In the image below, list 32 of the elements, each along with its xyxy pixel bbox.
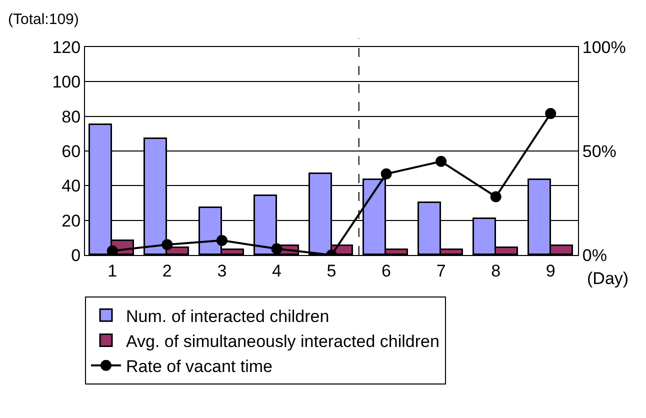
y2-tick-label: 0% [582,246,607,265]
point [106,245,118,255]
point [271,243,282,254]
point [380,168,392,180]
y2-tick-label: 100% [582,38,626,57]
legend-label: Num. of interacted children [126,306,330,326]
point [545,108,556,120]
y-tick-label: 0 [71,246,81,265]
x-tick-label: 6 [382,261,392,280]
y-tick-label: 60 [62,142,81,161]
y2-tick-label: 50% [582,142,616,161]
x-tick-label: 7 [436,261,446,280]
y-tick-label: 80 [62,107,81,126]
x-tick-label: 1 [108,261,118,280]
legend-label: Rate of vacant time [126,356,272,376]
point [162,239,173,250]
x-axis-title: (Day) [587,269,629,288]
x-tick-label: 5 [326,261,336,280]
x-tick-label: 9 [546,261,556,280]
y-tick-label: 100 [52,72,81,92]
y-axis-title: (Total:109) [8,11,79,28]
x-tick-label: 8 [491,261,501,280]
x-tick-label: 4 [272,261,282,280]
y-tick-label: 120 [52,38,81,57]
legend-label: Avg. of simultaneously interacted children [126,332,440,351]
point [490,191,502,202]
point [216,234,228,246]
y-tick-label: 20 [62,211,81,230]
point [436,156,447,167]
y-tick-label: 40 [62,176,81,196]
x-tick-label: 2 [162,261,172,280]
x-tick-label: 3 [217,261,227,280]
